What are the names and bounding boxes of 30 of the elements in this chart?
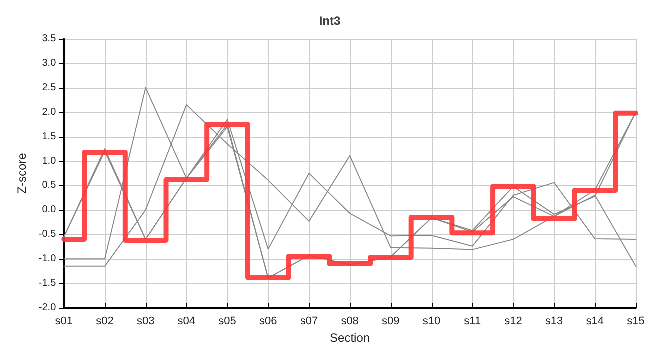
x-tick-label: s09: [382, 316, 400, 328]
x-tick-label: s07: [300, 316, 318, 328]
y-tick-label: -2.0: [38, 302, 57, 314]
x-tick-label: s15: [627, 316, 645, 328]
x-tick-label: s03: [136, 316, 155, 328]
y-tick-label: 3.5: [42, 34, 57, 44]
y-tick-label: -1.5: [38, 278, 57, 290]
x-tick-label: s10: [422, 316, 441, 328]
y-tick-label: -1.0: [38, 254, 57, 265]
x-tick-label: s06: [259, 316, 278, 328]
x-tick-label: s05: [218, 316, 236, 328]
x-tick-label: s14: [586, 316, 604, 328]
y-tick-label: 2.0: [42, 106, 57, 118]
y-tick-label: -0.5: [38, 229, 57, 240]
y-tick-label: 0.5: [42, 180, 57, 192]
x-tick-label: s01: [55, 316, 74, 328]
y-tick-label: 0.0: [42, 204, 57, 216]
x-axis-title: Section: [330, 330, 370, 345]
x-tick-label: s12: [504, 316, 522, 328]
x-tick-label: s02: [96, 316, 114, 328]
y-tick-label: 2.5: [42, 82, 57, 94]
x-tick-label: s08: [341, 316, 359, 328]
x-tick-label: s13: [545, 316, 564, 328]
y-tick-label: 3.0: [42, 58, 57, 69]
y-tick-label: 1.0: [42, 156, 57, 167]
x-tick-label: s04: [178, 316, 196, 328]
chart-title: Int3: [319, 14, 341, 28]
y-axis-title: Z-score: [15, 152, 29, 194]
y-tick-label: 1.5: [42, 131, 57, 142]
x-tick-label: s11: [464, 316, 482, 328]
